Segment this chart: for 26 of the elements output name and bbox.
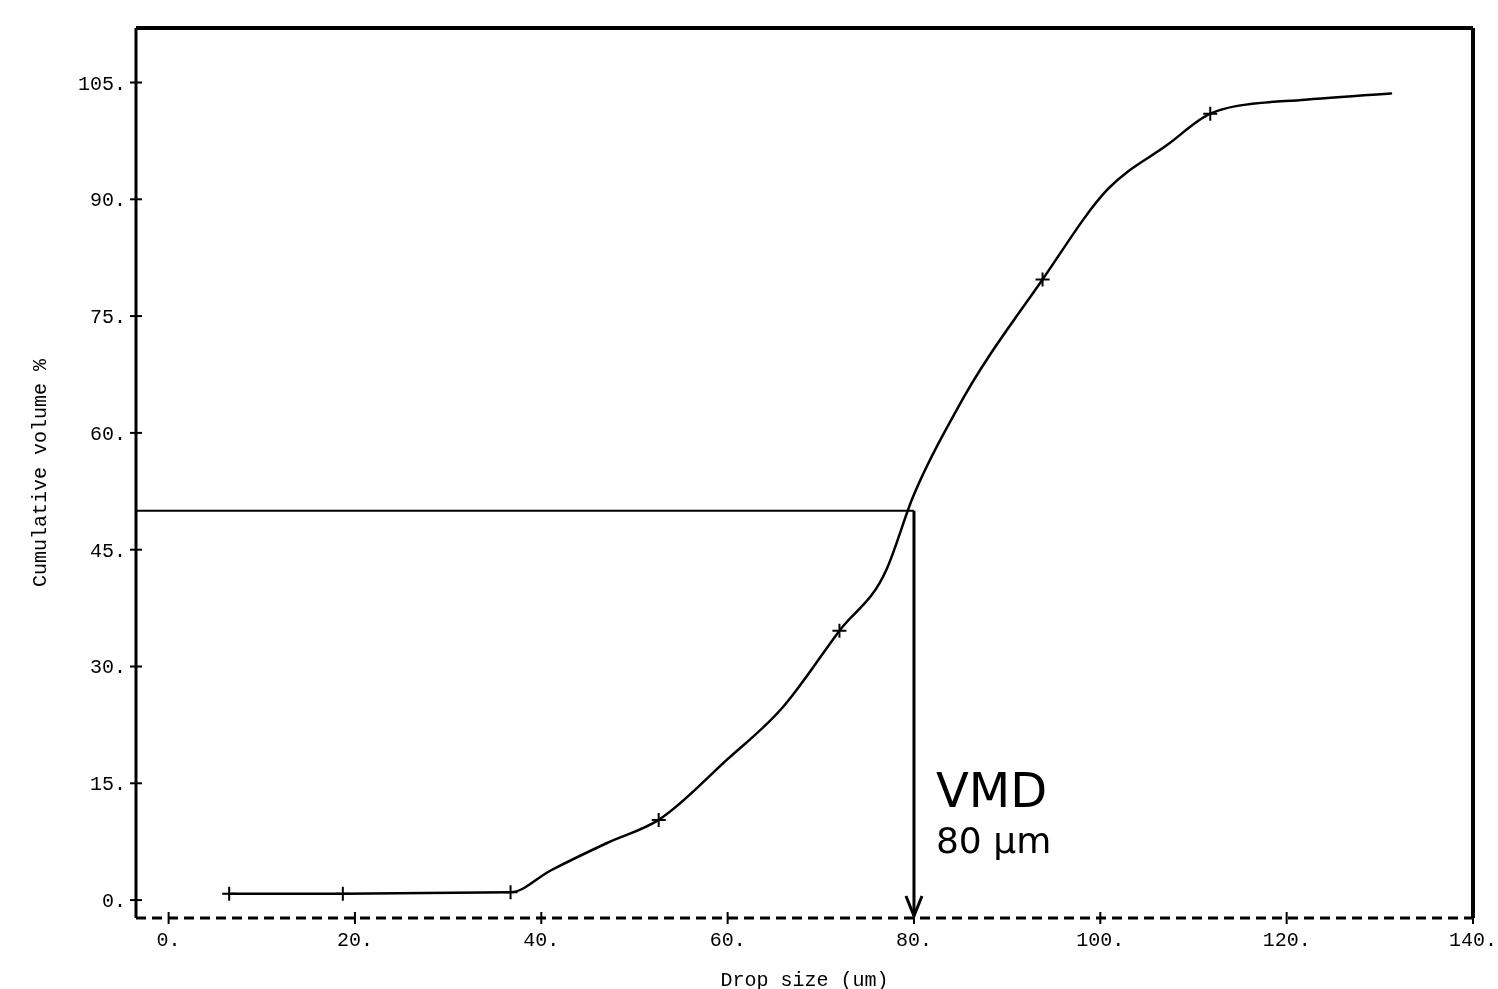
point — [1034, 271, 1051, 288]
point — [502, 884, 519, 901]
y-tick-label: 30. — [89, 656, 126, 680]
point — [334, 885, 351, 902]
annotation: 80 µm — [935, 820, 1052, 862]
point — [831, 622, 848, 639]
annotation: VMD — [935, 761, 1048, 818]
point — [221, 885, 238, 902]
y-tick-label: 90. — [89, 189, 126, 213]
x-tick-label: 80. — [895, 929, 932, 952]
y-tick-label: 15. — [89, 773, 126, 797]
point — [1202, 105, 1219, 122]
y-tick-label: 45. — [89, 539, 126, 563]
y-tick-label: 105. — [77, 72, 126, 96]
y-axis-title: Cumulative volume % — [29, 357, 52, 588]
y-tick-label: 0. — [101, 890, 126, 914]
x-tick-label: 140. — [1448, 929, 1498, 952]
x-tick-label: 40. — [523, 929, 560, 952]
y-tick-label: 75. — [89, 306, 126, 330]
x-tick-label: 100. — [1076, 929, 1125, 952]
x-tick-label: 20. — [336, 929, 373, 952]
y-tick-label: 60. — [89, 422, 126, 446]
point — [650, 811, 667, 828]
x-tick-label: 60. — [709, 929, 746, 952]
x-tick-label: 120. — [1262, 929, 1311, 952]
x-tick-label: 0. — [156, 929, 181, 952]
